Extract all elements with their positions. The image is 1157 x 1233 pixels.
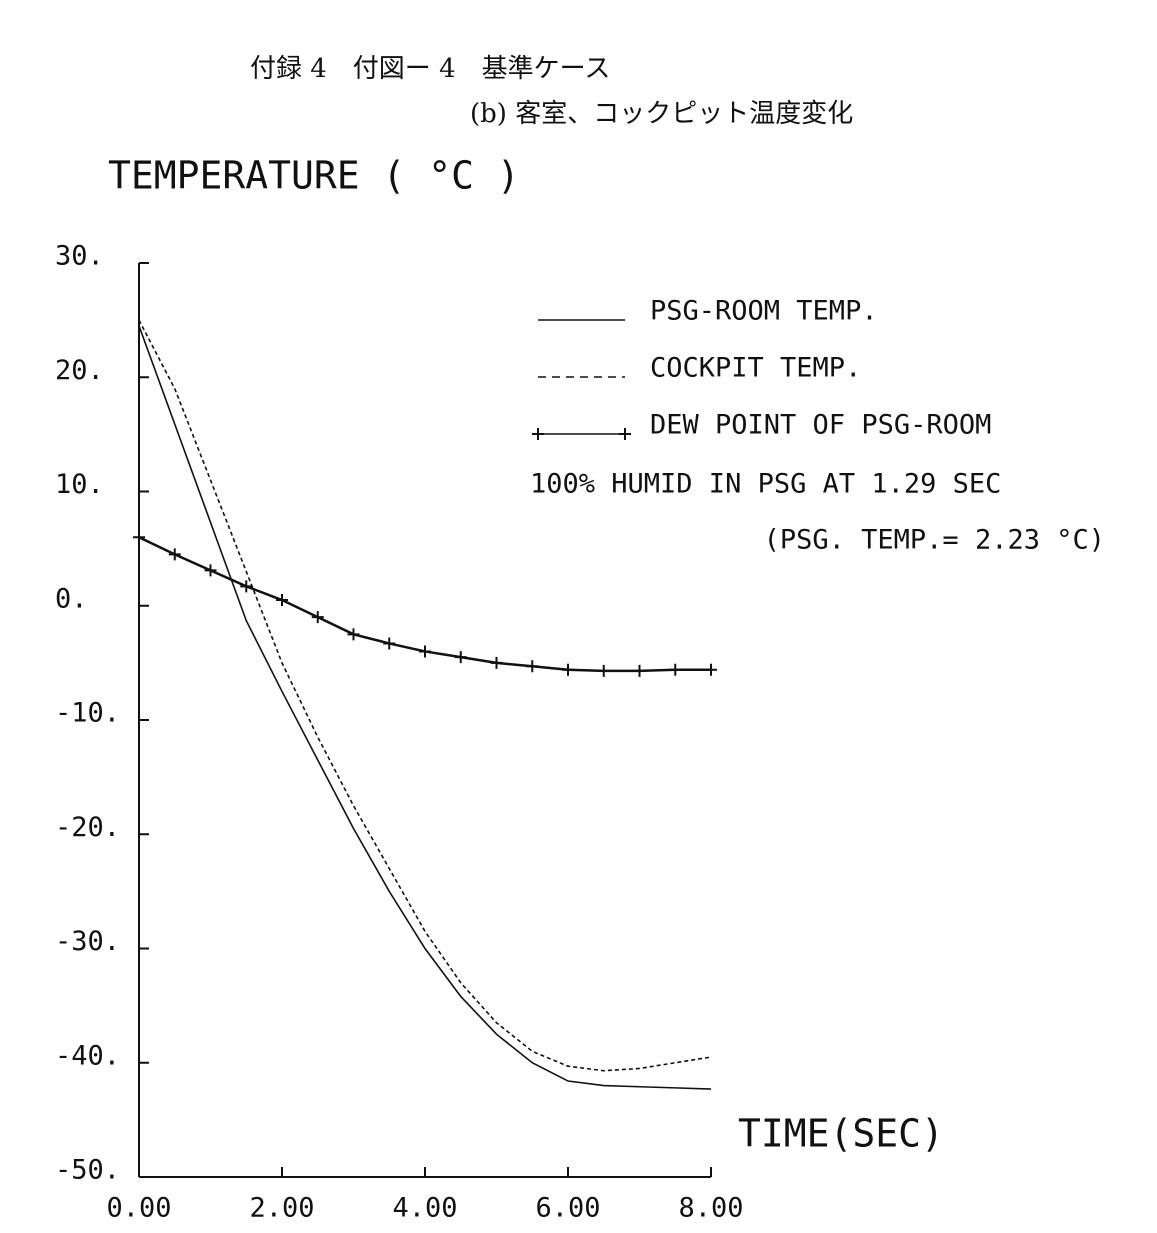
y-tick-label: 10. bbox=[55, 469, 104, 500]
series-line bbox=[138, 325, 712, 1090]
point-marker bbox=[454, 651, 467, 664]
x-tick-label: 4.00 bbox=[392, 1193, 457, 1224]
legend-marker bbox=[619, 428, 631, 440]
series-line bbox=[138, 319, 712, 1072]
point-marker bbox=[490, 656, 503, 669]
point-marker bbox=[311, 611, 324, 624]
annotation: (PSG. TEMP.= 2.23 °C) bbox=[764, 525, 1105, 556]
y-tick-label: 30. bbox=[55, 241, 104, 272]
point-marker bbox=[240, 580, 253, 593]
point-marker bbox=[669, 663, 682, 676]
x-tick-label: 0.00 bbox=[106, 1193, 171, 1224]
y-tick-label: 0. bbox=[55, 583, 88, 614]
point-marker bbox=[526, 660, 539, 673]
x-tick-label: 8.00 bbox=[678, 1193, 743, 1224]
chart-subtitle: (b) 客室、コックピット温度変化 bbox=[470, 99, 853, 129]
annotation: 100% HUMID IN PSG AT 1.29 SEC bbox=[530, 469, 1001, 500]
point-marker bbox=[633, 664, 646, 677]
y-tick-label: -30. bbox=[55, 926, 120, 957]
point-marker bbox=[383, 637, 396, 650]
y-tick-label: -20. bbox=[55, 812, 120, 843]
point-marker bbox=[204, 564, 217, 577]
legend-label: PSG-ROOM TEMP. bbox=[650, 296, 878, 327]
x-tick-label: 2.00 bbox=[249, 1193, 314, 1224]
y-tick-label: -50. bbox=[55, 1155, 120, 1186]
legend-label: COCKPIT TEMP. bbox=[650, 353, 861, 384]
x-tick-label: 6.00 bbox=[535, 1193, 600, 1224]
y-tick-label: -10. bbox=[55, 698, 120, 729]
y-tick-label: 20. bbox=[55, 355, 104, 386]
x-axis-label: TIME(SEC) bbox=[738, 1112, 944, 1156]
point-marker bbox=[168, 548, 181, 561]
chart-title: 付録 4 付図ー 4 基準ケース bbox=[250, 54, 610, 84]
point-marker bbox=[597, 664, 610, 677]
y-tick-label: -40. bbox=[55, 1040, 120, 1071]
point-marker bbox=[347, 628, 360, 641]
legend-marker bbox=[532, 428, 544, 440]
point-marker bbox=[705, 663, 717, 676]
point-marker bbox=[276, 594, 288, 607]
point-marker bbox=[562, 663, 574, 676]
point-marker bbox=[419, 645, 431, 658]
legend-label: DEW POINT OF PSG-ROOM bbox=[650, 410, 991, 441]
y-axis-label: TEMPERATURE ( °C ) bbox=[108, 154, 520, 198]
point-marker bbox=[133, 531, 145, 544]
